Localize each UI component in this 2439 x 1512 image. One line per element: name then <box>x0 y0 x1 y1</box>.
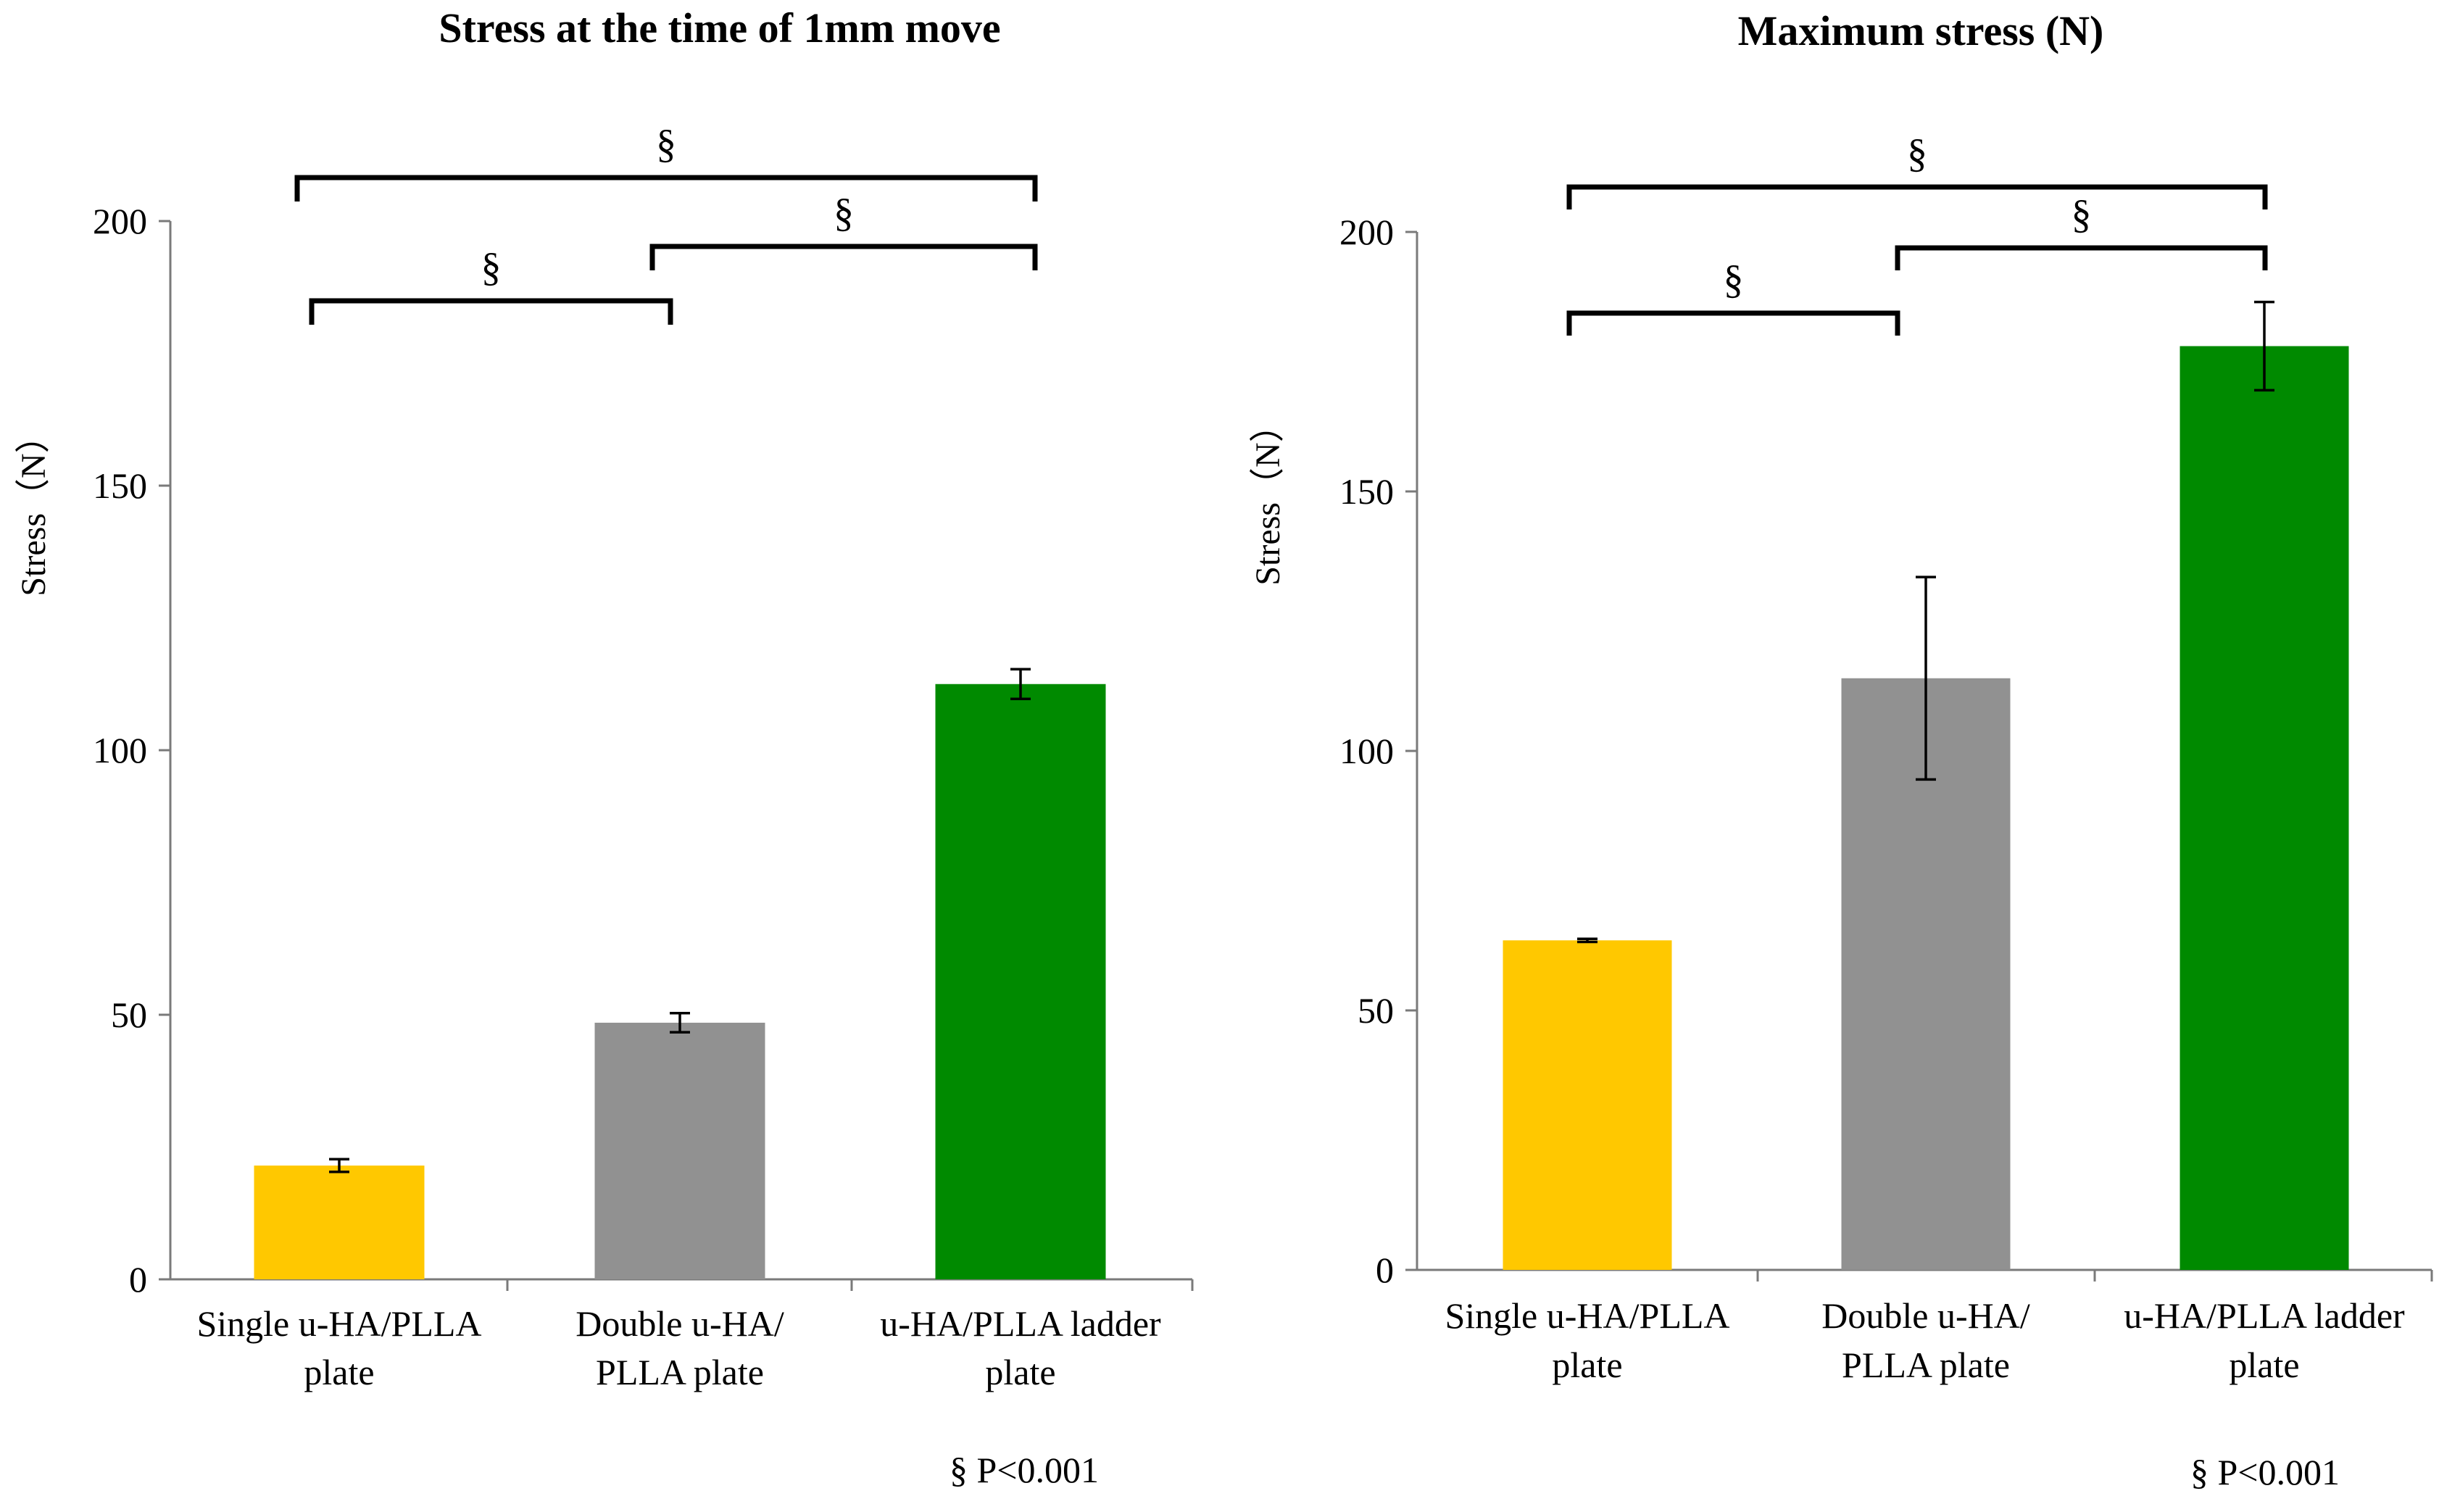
significance-bracket <box>1566 310 1900 336</box>
chart-panel-maximum-stress: Maximum stress (N) Stress（N） 0 50 100 150 200 S… <box>1249 7 2433 1492</box>
bar-3 <box>935 684 1106 1279</box>
significance-bracket <box>1566 184 2268 209</box>
category-label: Single u-HA/PLLA <box>196 1303 481 1344</box>
category-label: Double u-HA/ <box>576 1303 784 1344</box>
y-tick-label: 100 <box>93 730 147 770</box>
significance-bracket <box>294 175 1038 202</box>
chart-title: Maximum stress (N) <box>1738 7 2104 54</box>
y-axis-title: Stress（N） <box>14 418 53 596</box>
significance-mark: § <box>834 191 854 236</box>
y-tick-label: 150 <box>1339 471 1394 512</box>
significance-bracket <box>309 298 673 325</box>
category-label: plate <box>304 1352 374 1392</box>
bar-1 <box>254 1166 425 1279</box>
y-tick-label: 0 <box>129 1259 147 1300</box>
bar-3 <box>2180 346 2349 1270</box>
significance-bracket <box>649 244 1038 270</box>
category-label: PLLA plate <box>1842 1345 2010 1385</box>
chart-title: Stress at the time of 1mm move <box>439 4 1000 51</box>
significance-bracket <box>1895 245 2268 270</box>
category-label: u-HA/PLLA ladder <box>2124 1295 2405 1336</box>
footnote: § P<0.001 <box>950 1450 1099 1490</box>
category-label: plate <box>1552 1345 1622 1385</box>
y-tick-label: 200 <box>93 201 147 241</box>
significance-mark: § <box>1724 257 1744 302</box>
significance-mark: § <box>2072 192 2092 237</box>
category-label: plate <box>985 1352 1055 1392</box>
y-axis-title: Stress（N） <box>1249 407 1287 585</box>
category-label: Double u-HA/ <box>1821 1295 2030 1336</box>
y-tick-label: 50 <box>1358 990 1394 1031</box>
y-tick-label: 150 <box>93 465 147 506</box>
category-label: plate <box>2229 1345 2299 1385</box>
significance-mark: § <box>1907 131 1927 176</box>
category-label: u-HA/PLLA ladder <box>880 1303 1161 1344</box>
bar-1 <box>1503 940 1672 1270</box>
y-tick-label: 50 <box>111 994 147 1035</box>
significance-mark: § <box>481 245 502 290</box>
significance-mark: § <box>656 122 676 167</box>
y-tick-label: 200 <box>1339 212 1394 252</box>
bar-2 <box>594 1022 765 1279</box>
chart-panel-stress-1mm: Stress at the time of 1mm move Stress（N） 0… <box>14 4 1194 1490</box>
footnote: § P<0.001 <box>2190 1452 2340 1492</box>
y-tick-label: 100 <box>1339 731 1394 771</box>
y-tick-label: 0 <box>1376 1250 1394 1290</box>
category-label: Single u-HA/PLLA <box>1445 1295 1729 1336</box>
category-label: PLLA plate <box>596 1352 764 1392</box>
